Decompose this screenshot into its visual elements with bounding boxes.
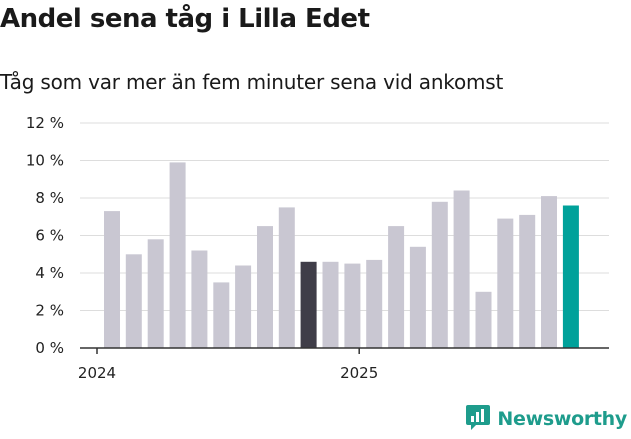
chart-subtitle: Tåg som var mer än fem minuter sena vid …: [0, 70, 504, 94]
y-tick-label: 0 %: [35, 339, 64, 357]
y-tick-label: 8 %: [35, 189, 64, 207]
bar: [519, 214, 536, 348]
y-tick-label: 4 %: [35, 264, 64, 282]
x-tick-label: 2024: [78, 364, 116, 382]
bars: [104, 162, 579, 349]
bar: [300, 261, 317, 349]
bar: [431, 201, 448, 349]
bar: [235, 265, 252, 348]
bar: [344, 263, 361, 348]
newsworthy-logo: Newsworthy: [465, 403, 627, 435]
x-tick-label: 2025: [340, 364, 378, 382]
bar: [147, 239, 164, 349]
y-tick-label: 12 %: [26, 114, 64, 132]
bar: [409, 246, 426, 349]
bar: [278, 207, 295, 348]
y-tick-label: 10 %: [26, 152, 64, 170]
chart-title: Andel sena tåg i Lilla Edet: [0, 4, 370, 34]
bar: [257, 226, 273, 348]
bar: [497, 218, 514, 348]
bar: [169, 162, 186, 348]
y-axis-ticks: 0 % 2 % 4 % 6 % 8 % 10 % 12 %: [26, 114, 64, 357]
newsworthy-chart-icon: [465, 403, 491, 435]
bar: [562, 205, 579, 348]
bar: [213, 282, 230, 348]
x-axis-ticks: 2024 2025: [78, 348, 378, 382]
bar: [366, 259, 383, 348]
bar: [453, 190, 470, 348]
bar: [191, 250, 208, 348]
y-tick-label: 2 %: [35, 302, 64, 320]
brand-name: Newsworthy: [497, 408, 627, 430]
bar: [104, 211, 120, 348]
y-tick-label: 6 %: [35, 227, 64, 245]
bar: [541, 196, 557, 348]
bar: [475, 291, 492, 349]
bar: [388, 226, 405, 348]
bar: [322, 261, 339, 349]
bar: [125, 254, 142, 349]
